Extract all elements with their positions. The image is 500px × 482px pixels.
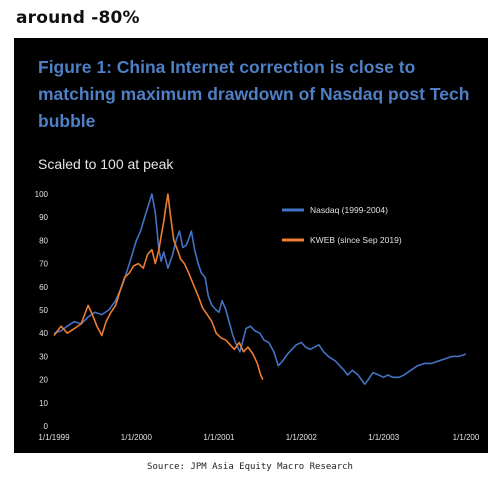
y-tick-label: 100 — [35, 190, 49, 199]
x-tick-label: 1/1/2001 — [203, 433, 235, 442]
chart-axes: 0 10 20 30 40 50 60 70 80 90 100 1/1/1999 1/1/2000 1/… — [35, 190, 480, 442]
line-chart: 0 10 20 30 40 50 60 70 80 90 100 1/1/1999 1/1/2000 1/… — [35, 190, 480, 442]
y-tick-label: 80 — [39, 236, 48, 245]
y-tick-label: 90 — [39, 213, 48, 222]
chart-legend: Nasdaq (1999-2004) KWEB (since Sep 2019) — [282, 205, 402, 245]
source-note: Source: JPM Asia Equity Macro Research — [147, 462, 353, 472]
y-tick-label: 50 — [39, 306, 48, 315]
legend-label: Nasdaq (1999-2004) — [310, 205, 388, 215]
y-tick-label: 40 — [39, 329, 48, 338]
series-line-kweb — [53, 193, 264, 380]
series-line-nasdaq — [53, 193, 467, 385]
figure-subtitle: Scaled to 100 at peak — [38, 156, 174, 172]
chart-series — [53, 193, 467, 385]
x-tick-label: 1/1/2002 — [286, 433, 318, 442]
y-tick-label: 0 — [44, 422, 49, 431]
y-tick-label: 20 — [39, 376, 48, 385]
x-tick-label: 1/1/2003 — [368, 433, 400, 442]
legend-label: KWEB (since Sep 2019) — [310, 235, 402, 245]
y-tick-label: 60 — [39, 283, 48, 292]
page-header: around -80% — [16, 8, 140, 28]
x-tick-label: 1/1/2000 — [121, 433, 153, 442]
figure-panel: Figure 1: China Internet correction is c… — [14, 38, 488, 453]
y-tick-label: 30 — [39, 352, 48, 361]
y-tick-label: 70 — [39, 260, 48, 269]
figure-title: Figure 1: China Internet correction is c… — [38, 57, 470, 131]
x-tick-label: 1/1/200 — [453, 433, 480, 442]
y-tick-label: 10 — [39, 399, 48, 408]
x-tick-label: 1/1/1999 — [38, 433, 70, 442]
